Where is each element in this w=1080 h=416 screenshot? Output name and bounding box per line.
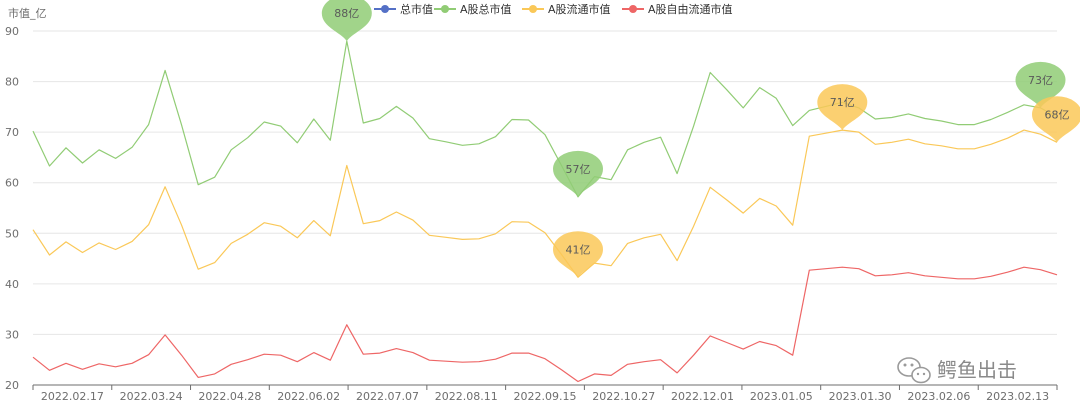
marker-label: 41亿 <box>566 243 591 256</box>
marker-pin-shape <box>1015 61 1066 108</box>
x-tick-label: 2022.08.11 <box>435 390 498 403</box>
marker-pin-shape <box>321 0 372 42</box>
x-tick-label: 2022.04.28 <box>198 390 261 403</box>
y-tick-label: 80 <box>5 76 19 89</box>
y-tick-label: 40 <box>5 278 19 291</box>
marker-label: 68亿 <box>1045 108 1070 121</box>
x-tick-label: 2022.09.15 <box>514 390 577 403</box>
x-tick-label: 2023.01.05 <box>750 390 813 403</box>
x-tick-label: 2022.02.17 <box>41 390 104 403</box>
marker-pin[interactable]: 71亿 <box>817 84 868 131</box>
legend-item[interactable]: A股流通市值 <box>522 2 611 16</box>
y-tick-label: 50 <box>5 227 19 240</box>
x-tick-label: 2022.03.24 <box>120 390 183 403</box>
y-axis: 20 30 40 50 60 70 80 90 <box>5 25 19 392</box>
marker-pin-shape <box>553 150 603 197</box>
legend-label: 总市值 <box>400 2 433 16</box>
legend-swatch-dot <box>529 5 537 13</box>
marker-pin[interactable]: 57亿 <box>553 150 603 197</box>
legend-item[interactable]: A股自由流通市值 <box>622 2 733 16</box>
legend-label: A股总市值 <box>460 2 512 16</box>
legend-swatch-dot <box>629 5 637 13</box>
y-tick-label: 70 <box>5 126 19 139</box>
gridlines <box>33 30 1057 386</box>
x-tick-label: 2023.02.13 <box>986 390 1049 403</box>
y-tick-label: 30 <box>5 328 19 341</box>
series-line <box>32 266 1058 383</box>
legend-item[interactable]: A股总市值 <box>434 2 512 16</box>
legend-swatch-dot <box>441 5 449 13</box>
marker-label: 71亿 <box>830 96 855 109</box>
wechat-icon <box>897 357 931 384</box>
marker-label: 88亿 <box>334 7 359 20</box>
legend-label: A股流通市值 <box>548 2 611 16</box>
marker-label: 73亿 <box>1028 74 1053 87</box>
x-tick-label: 2022.07.07 <box>356 390 419 403</box>
marker-pin[interactable]: 41亿 <box>553 231 603 278</box>
series-line <box>32 129 1058 278</box>
x-tick-label: 2022.06.02 <box>277 390 340 403</box>
legend[interactable]: 总市值 A股总市值 A股流通市值 A股自由流通市值 <box>374 2 733 16</box>
y-tick-label: 20 <box>5 379 19 392</box>
y-axis-unit-label: 市值_亿 <box>8 6 47 20</box>
marker-pin-shape <box>817 84 868 131</box>
x-tick-label: 2022.12.01 <box>671 390 734 403</box>
marker-pin-shape <box>553 231 603 278</box>
y-tick-label: 60 <box>5 177 19 190</box>
marker-pin-shape <box>1032 96 1080 143</box>
y-tick-label: 90 <box>5 25 19 38</box>
marker-layer: 88亿 57亿 73亿 41亿 71亿 68亿 <box>321 0 1080 278</box>
marker-pin[interactable]: 73亿 <box>1015 61 1066 108</box>
marker-pin[interactable]: 68亿 <box>1032 96 1080 143</box>
watermark: 鳄鱼出击 <box>897 357 1017 384</box>
watermark-text: 鳄鱼出击 <box>937 358 1017 382</box>
series-layer <box>32 40 1058 383</box>
series-line <box>32 40 1058 198</box>
x-axis: 2022.02.17 2022.03.24 2022.04.28 2022.06.02… <box>32 385 1058 403</box>
x-tick-label: 2023.02.06 <box>907 390 970 403</box>
marker-pin[interactable]: 88亿 <box>321 0 372 42</box>
legend-swatch-dot <box>381 5 389 13</box>
legend-item[interactable]: 总市值 <box>374 2 433 16</box>
marker-label: 57亿 <box>566 163 591 176</box>
legend-label: A股自由流通市值 <box>648 2 733 16</box>
x-tick-label: 2022.10.27 <box>592 390 655 403</box>
x-tick-label: 2023.01.30 <box>829 390 892 403</box>
